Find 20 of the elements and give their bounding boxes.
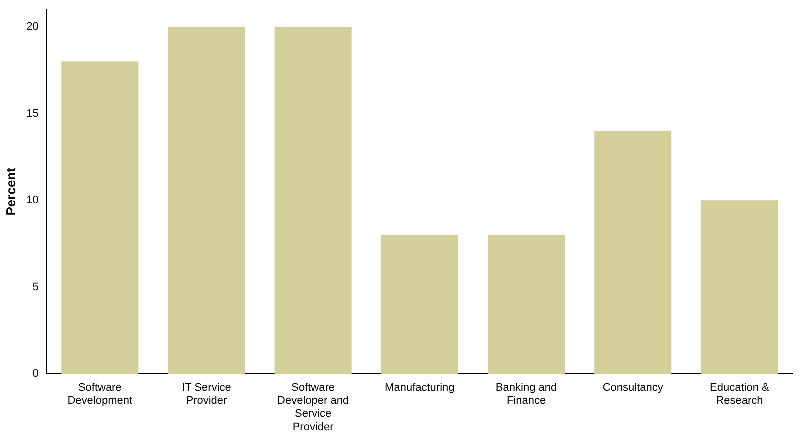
x-tick-label: IT Service Provider: [182, 382, 232, 408]
y-axis-title: Percent: [3, 167, 18, 216]
bar: [168, 26, 246, 374]
x-tick-label: Education & Research: [710, 382, 770, 408]
y-tick-label: 10: [26, 194, 39, 207]
y-tick-label: 15: [26, 108, 39, 120]
bar: [381, 235, 458, 374]
x-tick-label: Banking and Finance: [496, 382, 558, 408]
x-tick-label: Software Developer and Service Provider: [278, 382, 350, 434]
bar: [701, 200, 778, 374]
x-tick-label: Software Development: [68, 382, 133, 408]
y-tick-label: 5: [32, 281, 39, 294]
y-tick-label: 20: [26, 20, 39, 33]
bar: [594, 131, 672, 374]
bar: [274, 26, 352, 374]
bar: [62, 62, 139, 374]
y-tick-label: 0: [32, 368, 39, 380]
x-tick-label: Consultancy: [602, 382, 664, 394]
x-tick-label: Manufacturing: [385, 382, 455, 394]
bar: [488, 235, 566, 374]
